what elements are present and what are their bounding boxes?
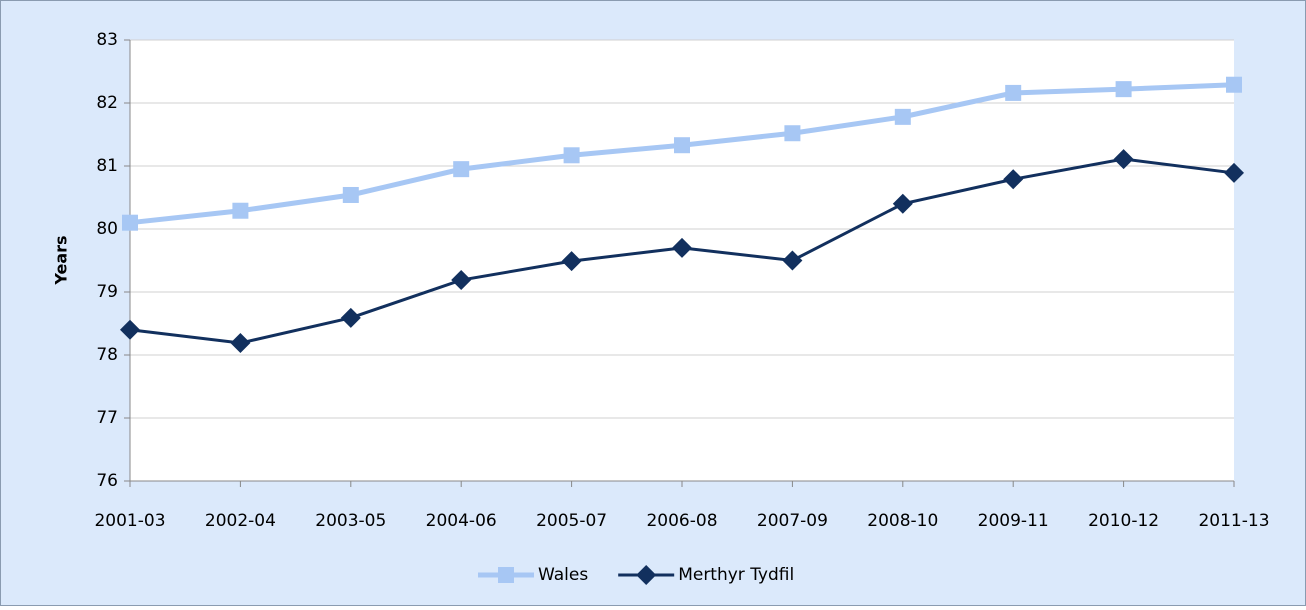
marker bbox=[230, 333, 251, 354]
x-tick-label: 2011-13 bbox=[1198, 511, 1269, 531]
legend-label: Merthyr Tydfil bbox=[678, 565, 794, 585]
x-tick-label: 2001-03 bbox=[94, 511, 165, 531]
y-tick-label: 79 bbox=[96, 282, 118, 302]
marker bbox=[453, 161, 470, 178]
x-tick-label: 2006-08 bbox=[646, 511, 717, 531]
x-tick-label: 2008-10 bbox=[867, 511, 938, 531]
y-tick-label: 82 bbox=[96, 93, 118, 113]
marker bbox=[672, 237, 692, 258]
y-tick-label: 77 bbox=[96, 408, 118, 428]
marker bbox=[674, 137, 690, 154]
marker bbox=[451, 270, 472, 291]
marker bbox=[122, 214, 138, 231]
marker bbox=[1113, 149, 1134, 170]
marker bbox=[561, 251, 582, 272]
marker bbox=[232, 202, 249, 219]
marker bbox=[342, 186, 359, 203]
marker bbox=[340, 307, 361, 328]
y-tick-label: 83 bbox=[96, 30, 118, 50]
marker bbox=[1115, 81, 1132, 98]
x-tick-label: 2004-06 bbox=[426, 511, 497, 531]
x-tick-label: 2009-11 bbox=[978, 511, 1049, 531]
marker bbox=[894, 108, 911, 125]
x-tick-label: 2005-07 bbox=[536, 511, 607, 531]
x-tick-label: 2003-05 bbox=[315, 511, 386, 531]
y-tick-label: 78 bbox=[96, 345, 118, 365]
marker bbox=[1224, 162, 1244, 183]
marker bbox=[636, 565, 657, 585]
marker bbox=[782, 250, 803, 271]
y-tick-label: 76 bbox=[96, 471, 118, 491]
x-tick-label: 2002-04 bbox=[205, 511, 276, 531]
x-tick-label: 2007-09 bbox=[757, 511, 828, 531]
marker bbox=[1005, 84, 1022, 101]
marker bbox=[1003, 169, 1024, 190]
marker bbox=[563, 147, 580, 164]
marker bbox=[1226, 76, 1242, 93]
marker bbox=[498, 567, 514, 583]
y-tick-label: 80 bbox=[96, 219, 118, 239]
y-axis-label: Years bbox=[52, 235, 71, 285]
legend-label: Wales bbox=[538, 565, 588, 585]
x-tick-label: 2010-12 bbox=[1088, 511, 1159, 531]
marker bbox=[120, 319, 140, 340]
plot-area bbox=[130, 40, 1234, 481]
marker bbox=[892, 193, 913, 214]
y-tick-label: 81 bbox=[96, 156, 118, 176]
marker bbox=[784, 125, 801, 142]
